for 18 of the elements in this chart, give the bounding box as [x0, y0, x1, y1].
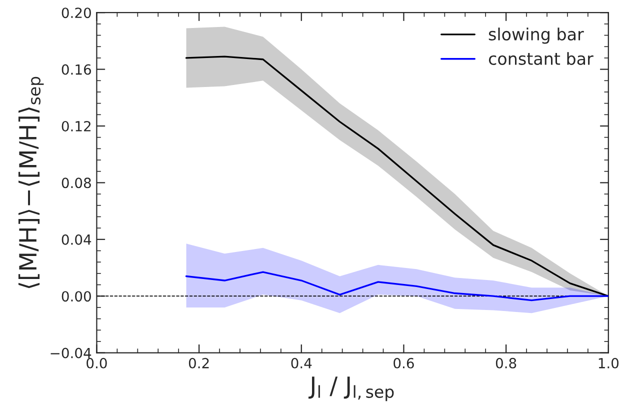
y-tick-label: 0.00	[62, 291, 91, 302]
x-tick-label: 1.0	[598, 358, 619, 368]
y-tick-label: 0.08	[62, 178, 91, 188]
x-tick-label: 0.2	[188, 358, 209, 368]
x-tick-label: 0.4	[291, 358, 312, 368]
x-axis-title: J$_{l}$ / J$_{l,sep}$	[308, 376, 394, 402]
y-axis-title: ⟨[M/H]⟩−⟨[M/H]⟩$_{sep}$	[18, 76, 44, 288]
x-tick-label: 0.8	[496, 358, 516, 368]
y-tick-label: −0.04	[50, 348, 92, 358]
x-tick-label: 0.6	[394, 358, 414, 368]
y-tick-label: 0.04	[62, 234, 92, 245]
y-tick-label: 0.12	[62, 120, 90, 132]
legend-label: constant bar	[488, 52, 594, 65]
x-tick-label: 0.0	[86, 358, 107, 368]
legend-label: slowing bar	[488, 28, 584, 44]
line-series	[185, 271, 608, 302]
y-tick-label: 0.20	[62, 8, 91, 18]
y-tick-label: 0.16	[62, 64, 91, 75]
